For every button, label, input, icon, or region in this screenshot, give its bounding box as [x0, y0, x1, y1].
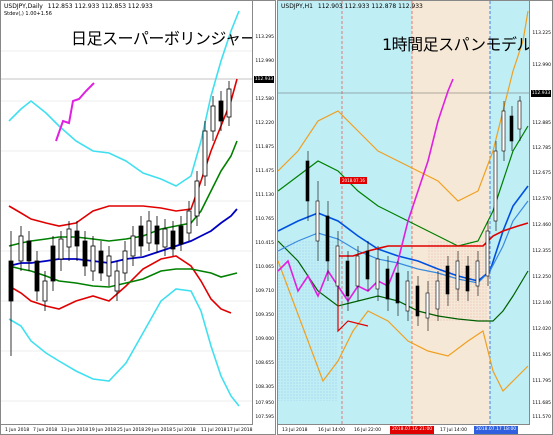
- x-tick: 13 Jul 2018: [282, 428, 308, 433]
- y-tick: 112.675: [532, 171, 551, 176]
- x-tick: 1 Jun 2018: [5, 428, 30, 433]
- hourly-blue-line: [278, 185, 529, 282]
- y-tick: 111.570: [532, 415, 551, 420]
- bollinger-lower-3sigma: [8, 288, 240, 407]
- daily-chart-canvas: [1, 10, 255, 407]
- bollinger-lower-1sigma: [8, 265, 238, 288]
- y-tick: 112.250: [532, 275, 551, 280]
- y-tick: 107.595: [255, 415, 274, 420]
- daily-chart-panel[interactable]: USDJPY,Daily 112.853 112.933 112.853 112…: [0, 0, 276, 435]
- hourly-lightblue-line: [278, 200, 529, 284]
- hourly-ohlc: 112.903 112.933 112.878 112.933: [317, 3, 423, 10]
- daily-price-axis[interactable]: 113.295 112.990 112.933 112.580 112.220 …: [252, 1, 275, 434]
- bollinger-middle-line: [8, 208, 238, 267]
- y-tick: 112.460: [532, 223, 551, 228]
- y-tick: 109.000: [255, 337, 274, 342]
- hourly-upper-band: [278, 10, 529, 202]
- y-tick: 112.355: [532, 249, 551, 254]
- y-tick: 108.305: [255, 385, 274, 390]
- x-tick: 7 Jun 2018: [33, 428, 58, 433]
- y-tick: 112.990: [255, 59, 274, 64]
- y-tick: 111.475: [255, 169, 274, 174]
- daily-price-tag: 112.933: [254, 76, 274, 83]
- hourly-chart-canvas: [278, 1, 532, 427]
- x-tick: 5 Jul 2018: [173, 428, 196, 433]
- daily-symbol: USDJPY,Daily: [4, 3, 43, 10]
- daily-time-axis[interactable]: 1 Jun 2018 7 Jun 2018 13 Jun 2018 19 Jun…: [1, 424, 253, 434]
- session-marker-blue: 2018.07.17 18:00: [474, 426, 519, 434]
- beige-zone: [412, 1, 490, 427]
- hourly-chart-header: USDJPY,H1 112.903 112.933 112.878 112.93…: [281, 3, 423, 10]
- price-candles: [8, 81, 232, 356]
- hourly-chart-panel[interactable]: USDJPY,H1 112.903 112.933 112.878 112.93…: [277, 0, 553, 435]
- y-tick: 113.225: [532, 31, 551, 36]
- y-tick: 112.580: [255, 97, 274, 102]
- x-tick: 19 Jun 2018: [89, 428, 117, 433]
- x-tick: 11 Jul 2018: [201, 428, 227, 433]
- bollinger-lower-2sigma: [8, 255, 232, 314]
- y-tick: 111.795: [532, 379, 551, 384]
- hourly-time-axis[interactable]: 13 Jul 2018 16 Jul 14:00 16 Jul 22:00 20…: [278, 424, 530, 434]
- hourly-price-axis[interactable]: 113.225 112.990 112.933 112.885 112.785 …: [529, 1, 552, 434]
- hourly-symbol: USDJPY,H1: [281, 3, 313, 10]
- y-tick: 108.655: [255, 361, 274, 366]
- cloud-marker-label: 2018.07.16: [340, 177, 367, 184]
- y-tick: 110.415: [255, 241, 274, 246]
- y-tick: 110.065: [255, 265, 274, 270]
- y-tick: 110.765: [255, 217, 274, 222]
- y-tick: 112.990: [532, 63, 551, 68]
- y-tick: 111.130: [255, 193, 274, 198]
- bollinger-upper-2sigma: [8, 78, 238, 227]
- daily-overlay-title: 日足スーパーボリンジャー: [71, 29, 257, 48]
- hourly-green-upper: [278, 125, 529, 247]
- daily-chart-header: USDJPY,Daily 112.853 112.933 112.853 112…: [4, 3, 153, 10]
- y-tick: 111.685: [532, 401, 551, 406]
- hourly-price-tag: 112.933: [531, 90, 551, 97]
- x-tick: 29 Jun 2018: [145, 428, 173, 433]
- y-tick: 112.885: [532, 121, 551, 126]
- hourly-candles: [305, 96, 522, 331]
- y-tick: 112.570: [532, 197, 551, 202]
- x-tick: 17 Jul 2018: [227, 428, 253, 433]
- x-tick: 17 Jul 14:00: [440, 428, 467, 433]
- hourly-overlay-title: 1時間足スパンモデル: [382, 35, 532, 54]
- x-tick: 13 Jun 2018: [61, 428, 89, 433]
- y-tick: 109.710: [255, 289, 274, 294]
- y-tick: 109.350: [255, 313, 274, 318]
- y-tick: 112.020: [532, 327, 551, 332]
- y-tick: 111.905: [532, 353, 551, 358]
- x-tick: 25 Jun 2018: [117, 428, 145, 433]
- x-tick: 16 Jul 22:00: [354, 428, 381, 433]
- daily-indicator-label: Stdev(,) 1.00+1.56: [4, 11, 52, 17]
- daily-ohlc: 112.853 112.933 112.853 112.933: [47, 3, 153, 10]
- y-tick: 112.220: [255, 121, 274, 126]
- y-tick: 107.950: [255, 401, 274, 406]
- y-tick: 111.875: [255, 145, 274, 150]
- hourly-lower-band: [278, 260, 529, 393]
- session-marker-red: 2018.07.16 21:00: [390, 426, 435, 434]
- x-tick: 16 Jul 14:00: [318, 428, 345, 433]
- y-tick: 112.785: [532, 146, 551, 151]
- y-tick: 112.140: [532, 301, 551, 306]
- chikou-span-line: [55, 82, 95, 142]
- y-tick: 113.295: [255, 35, 274, 40]
- bollinger-upper-3sigma: [8, 10, 240, 187]
